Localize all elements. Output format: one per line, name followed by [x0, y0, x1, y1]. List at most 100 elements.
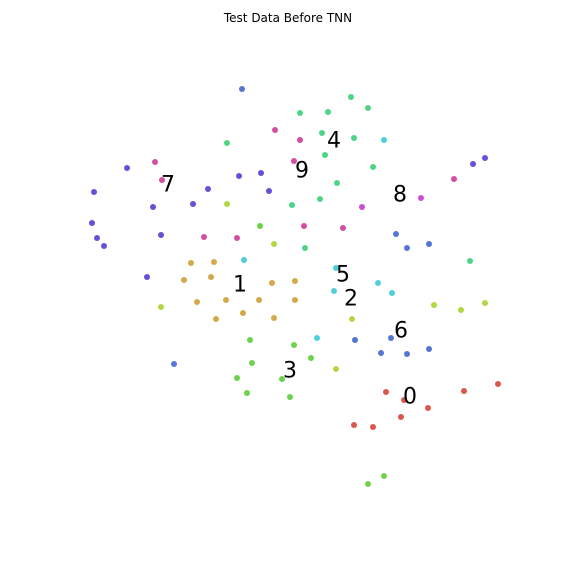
point-class-1-12: [292, 297, 298, 303]
point-class-9-7: [301, 223, 307, 229]
point-class-4-12: [302, 245, 308, 251]
point-class-6-8: [426, 346, 432, 352]
point-class-3-9: [381, 473, 387, 479]
point-class-5-5: [389, 290, 395, 296]
point-class-5-3: [331, 288, 337, 294]
point-class-3-3: [234, 375, 240, 381]
point-class-0-3: [398, 414, 404, 420]
point-class-7-2: [150, 204, 156, 210]
cluster-label-8: 8: [393, 183, 407, 208]
point-class-1-4: [223, 297, 229, 303]
cluster-label-0: 0: [403, 385, 417, 410]
points-layer: [89, 86, 501, 487]
point-class-1-1: [211, 259, 217, 265]
point-class-4-8: [370, 164, 376, 170]
point-class-8-0: [359, 204, 365, 210]
point-class-4-1: [325, 109, 331, 115]
point-class-7-0: [124, 165, 130, 171]
cluster-label-5: 5: [336, 263, 350, 288]
point-class-4-0: [297, 110, 303, 116]
cluster-label-9: 9: [295, 159, 309, 184]
point-class-4-13: [467, 258, 473, 264]
point-class-7-5: [236, 173, 242, 179]
point-class-9-2: [152, 159, 158, 165]
point-class-4-9: [334, 180, 340, 186]
point-class-6-3: [426, 241, 432, 247]
point-class-1-9: [240, 310, 246, 316]
point-class-9-5: [201, 234, 207, 240]
point-class-1-3: [208, 274, 214, 280]
point-class-0-1: [401, 397, 407, 403]
point-class-1-6: [269, 280, 275, 286]
point-class-7-10: [101, 243, 107, 249]
point-class-3-10: [365, 481, 371, 487]
point-class-6-0: [239, 86, 245, 92]
point-class-7-13: [470, 161, 476, 167]
point-class-1-2: [181, 277, 187, 283]
point-class-3-0: [257, 223, 263, 229]
point-class-7-7: [266, 188, 272, 194]
point-class-6-5: [388, 335, 394, 341]
point-class-1-11: [271, 315, 277, 321]
point-class-9-8: [340, 225, 346, 231]
point-class-4-10: [317, 196, 323, 202]
point-class-7-3: [190, 201, 196, 207]
point-class-3-2: [249, 360, 255, 366]
point-class-5-1: [241, 257, 247, 263]
point-class-6-9: [171, 361, 177, 367]
point-class-2-2: [158, 304, 164, 310]
point-class-7-14: [482, 155, 488, 161]
point-class-7-11: [158, 232, 164, 238]
cluster-label-7: 7: [161, 173, 175, 198]
point-class-9-3: [159, 177, 165, 183]
point-class-0-7: [495, 381, 501, 387]
cluster-label-3: 3: [283, 359, 297, 384]
point-class-6-2: [404, 245, 410, 251]
point-class-3-4: [291, 342, 297, 348]
point-class-4-3: [365, 105, 371, 111]
point-class-0-0: [383, 389, 389, 395]
point-class-2-5: [458, 307, 464, 313]
cluster-label-6: 6: [394, 319, 408, 344]
cluster-label-4: 4: [327, 129, 341, 154]
point-class-2-6: [482, 300, 488, 306]
point-class-3-7: [244, 390, 250, 396]
point-class-4-11: [289, 202, 295, 208]
point-class-1-0: [188, 260, 194, 266]
point-class-3-1: [247, 337, 253, 343]
point-class-1-10: [213, 316, 219, 322]
point-class-6-7: [404, 351, 410, 357]
point-class-3-5: [308, 355, 314, 361]
point-class-2-3: [349, 316, 355, 322]
point-class-9-6: [234, 235, 240, 241]
point-class-0-6: [461, 388, 467, 394]
point-class-5-2: [333, 265, 339, 271]
point-class-1-7: [292, 278, 298, 284]
point-class-7-12: [144, 274, 150, 280]
point-class-4-4: [319, 130, 325, 136]
point-class-3-6: [279, 376, 285, 382]
point-class-6-1: [393, 231, 399, 237]
point-class-7-9: [94, 235, 100, 241]
point-class-9-1: [297, 137, 303, 143]
cluster-labels-layer: 0 1 2 3 4 5 6 7 8 9: [161, 129, 417, 410]
point-class-0-2: [425, 405, 431, 411]
chart-title: Test Data Before TNN: [223, 11, 352, 25]
point-class-7-4: [205, 186, 211, 192]
point-class-5-0: [381, 137, 387, 143]
point-class-6-4: [352, 337, 358, 343]
point-class-0-5: [370, 424, 376, 430]
point-class-6-6: [378, 350, 384, 356]
point-class-4-6: [322, 152, 328, 158]
point-class-9-4: [291, 158, 297, 164]
point-class-2-1: [271, 241, 277, 247]
cluster-label-1: 1: [233, 273, 247, 298]
point-class-2-7: [333, 366, 339, 372]
point-class-5-6: [314, 335, 320, 341]
point-class-7-1: [91, 189, 97, 195]
point-class-2-0: [224, 201, 230, 207]
point-class-3-8: [287, 394, 293, 400]
point-class-4-2: [348, 94, 354, 100]
point-class-5-4: [375, 280, 381, 286]
